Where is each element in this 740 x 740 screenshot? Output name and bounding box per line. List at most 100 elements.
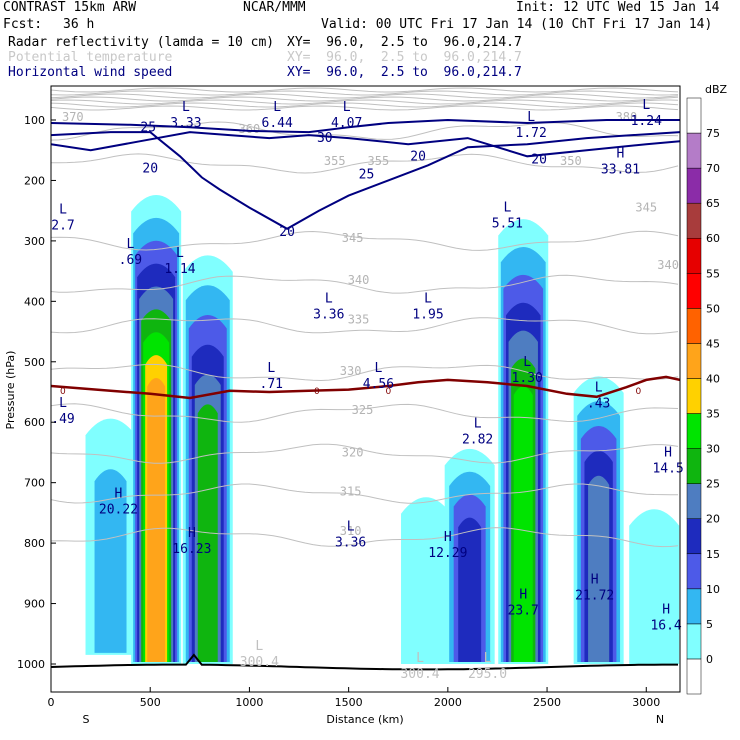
colorbar-swatch [686,378,702,414]
theta-contour [51,121,679,141]
y-tick-label: 500 [24,356,45,369]
plot-frame [50,85,681,693]
hl-marker-value: 20.22 [99,503,138,518]
theta-label: 355 [324,154,346,168]
theta-label: 315 [340,485,362,499]
valid-time: Valid: 00 UTC Fri 17 Jan 14 (10 ChT Fri … [321,17,713,32]
colorbar-swatch [686,308,702,344]
colorbar-label: 75 [706,127,720,140]
hl-marker-value: 14.5 [652,462,683,477]
theta-label: 345 [635,201,657,215]
hl-marker-value: 295.0 [468,667,507,682]
colorbar-label: 40 [706,372,720,385]
reflectivity-band [513,386,533,662]
hl-marker-value: 23.7 [508,604,539,619]
hl-marker-kind: L [59,396,67,411]
reflectivity-band [94,469,127,653]
y-tick-label: 600 [24,416,45,429]
theta-label: 320 [342,445,364,459]
colorbar-label: 65 [706,197,720,210]
freezing-level-label: 0 [385,387,391,397]
x-tick-label: 3000 [632,696,660,709]
hl-marker-value: 1.14 [164,262,195,277]
theta-label: 355 [368,154,390,168]
hl-marker-kind: H [664,446,672,461]
hl-marker-value: 16.23 [172,542,211,557]
colorbar-title: dBZ [705,83,728,96]
theta-label: 360 [239,122,261,136]
theta-contour-upper [51,87,679,93]
theta-label: 340 [657,258,679,272]
colorbar-label: 35 [706,408,720,421]
hl-marker-value: .49 [51,412,74,427]
theta-contour [51,317,679,335]
hl-marker-value: 3.36 [313,307,344,322]
theta-contour [51,153,679,174]
hl-marker-value: .43 [587,396,610,411]
theta-label: 310 [340,524,362,538]
theta-contour-upper [51,102,679,108]
wind-contour [51,118,680,134]
colorbar-label: 0 [706,653,713,666]
hl-marker-value: 16.4 [650,619,681,634]
hl-marker-kind: H [519,588,527,603]
center-name: NCAR/MMM [243,0,306,15]
hl-marker-kind: L [424,291,432,306]
colorbar-swatch [686,273,702,309]
hl-marker-kind: L [527,110,535,125]
wind-label: 25 [359,167,375,182]
x-end-label-left: S [83,713,90,726]
wind-label: 20 [410,149,426,164]
x-end-label-right: N [656,713,664,726]
theta-contour-upper [51,93,679,99]
hl-marker-kind: H [617,146,625,161]
hl-marker-kind: L [374,361,382,376]
theta-contour [51,527,679,548]
y-tick-label: 400 [24,295,45,308]
hl-marker-kind: L [523,355,531,370]
wind-label: 25 [140,120,156,135]
colorbar-label: 25 [706,478,720,491]
theta-contour [51,443,679,464]
hl-marker-value: 300.4 [240,655,279,670]
colorbar-swatch [686,413,702,449]
wind-label: 20 [531,152,547,167]
wind-contour [51,131,680,230]
hl-marker-kind: L [595,380,603,395]
hl-marker-value: 4.07 [331,116,362,131]
theta-contour-upper [51,96,679,102]
hl-marker-kind: L [484,651,492,666]
terrain-line [51,653,678,671]
y-tick-label: 900 [24,598,45,611]
hl-marker-kind: L [126,237,134,252]
hl-marker-kind: L [182,100,190,115]
hl-marker-value: 1.24 [631,114,662,129]
wind-label: 20 [142,161,158,176]
hl-marker-kind: L [273,100,281,115]
hl-marker-kind: L [503,201,511,216]
colorbar-swatch [686,658,702,695]
theta-contour-upper [51,105,679,111]
hl-marker-value: 2.82 [462,433,493,448]
colorbar-swatch [686,623,702,660]
hl-marker-value: 1.30 [512,371,543,386]
hl-marker-value: 33.81 [601,162,640,177]
hl-marker-kind: L [416,651,424,666]
theta-label: 335 [348,312,370,326]
colorbar-label: 30 [706,443,720,456]
colorbar-swatch [686,483,702,519]
hl-marker-value: 1.72 [516,126,547,141]
hl-marker-kind: H [188,526,196,541]
colorbar-swatch [686,97,702,134]
theta-contour [51,230,679,251]
model-name: CONTRAST 15km ARW [3,0,137,15]
y-tick-label: 300 [24,235,45,248]
hl-marker-kind: L [267,361,275,376]
theta-contour [51,363,679,382]
hl-marker-kind: L [642,98,650,113]
field-reflectivity-xy: XY= 96.0, 2.5 to 96.0,214.7 [287,35,522,50]
freezing-level-label: 0 [314,387,320,397]
y-axis-title: Pressure (hPa) [4,351,17,430]
x-tick-label: 500 [140,696,161,709]
hl-marker-kind: L [347,519,355,534]
